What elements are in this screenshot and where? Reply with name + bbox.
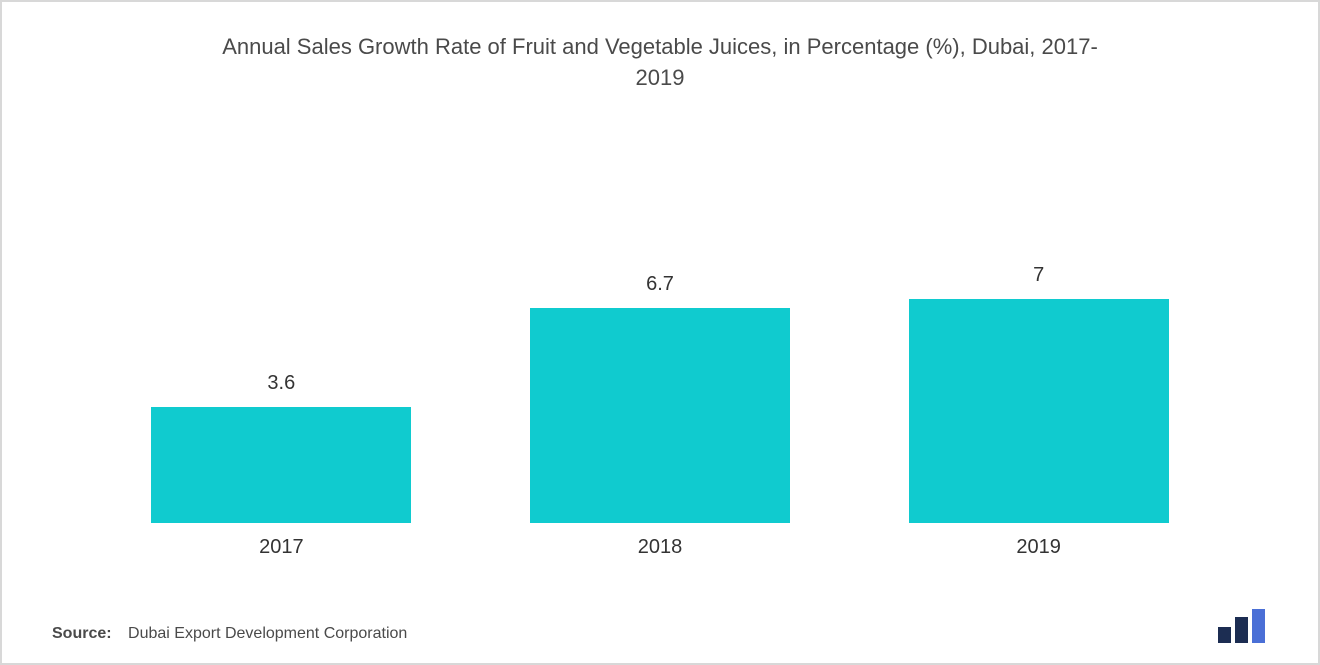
source-label: Source: (52, 625, 112, 642)
brand-logo-icon (1218, 609, 1268, 643)
source-attribution: Source: Dubai Export Development Corpora… (52, 625, 407, 643)
bar-group-2: 7 (909, 264, 1169, 523)
bar-value-label: 7 (1033, 264, 1044, 287)
bar-0 (151, 407, 411, 522)
bar-2 (909, 299, 1169, 523)
bar-group-0: 3.6 (151, 372, 411, 522)
bar-value-label: 3.6 (267, 372, 295, 395)
chart-title: Annual Sales Growth Rate of Fruit and Ve… (210, 32, 1110, 94)
x-label-0: 2017 (151, 536, 411, 559)
x-label-2: 2019 (909, 536, 1169, 559)
x-label-1: 2018 (530, 536, 790, 559)
x-axis-labels: 2017 2018 2019 (92, 536, 1228, 559)
bar-1 (530, 308, 790, 522)
bar-group-1: 6.7 (530, 273, 790, 522)
chart-plot-area: 3.6 6.7 7 (92, 154, 1228, 524)
source-text: Dubai Export Development Corporation (128, 625, 407, 642)
footer: Source: Dubai Export Development Corpora… (52, 609, 1268, 643)
bar-value-label: 6.7 (646, 273, 674, 296)
